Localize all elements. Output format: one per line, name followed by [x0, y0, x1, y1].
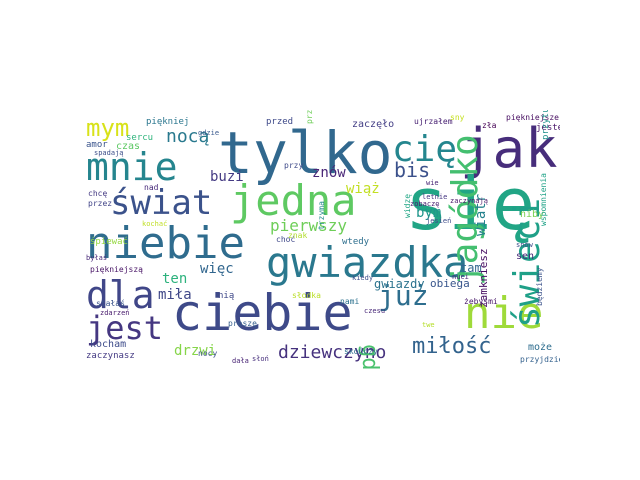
word: znak	[288, 231, 308, 240]
word: ten	[162, 271, 188, 287]
word: czesu	[364, 307, 386, 315]
word-cloud: tylko jak się ciebie niebie gwiazdka jed…	[80, 110, 560, 370]
word: drzwi	[174, 343, 217, 359]
word: byłaś	[86, 254, 108, 262]
word: jest	[86, 309, 164, 347]
word: jesteś	[536, 123, 560, 133]
word: słodka	[292, 291, 321, 300]
word: sen	[516, 251, 535, 262]
word: wtedy	[342, 237, 370, 247]
word: skończy	[344, 347, 378, 356]
word: przyjdzie	[520, 355, 560, 364]
word: mym	[86, 114, 130, 142]
word: stałaś	[96, 299, 125, 308]
word: nuci	[452, 273, 469, 281]
word: nami	[340, 297, 360, 306]
word: śpiewać	[90, 237, 128, 247]
word: nocy	[198, 349, 218, 358]
word: sercu	[126, 133, 154, 143]
word: będziemy	[535, 267, 544, 306]
word: niebie	[86, 218, 245, 269]
word: cię	[392, 129, 458, 170]
word: zaczynają	[450, 197, 488, 205]
word: proszę	[228, 319, 257, 328]
word: przeżyć	[305, 110, 314, 124]
word: tam	[460, 261, 482, 275]
word: nocą	[166, 126, 210, 147]
word: czas	[116, 141, 141, 152]
word: wspomnienia	[539, 173, 548, 226]
word: widzę	[403, 193, 412, 218]
word: przez	[88, 199, 113, 208]
word: świat	[110, 183, 213, 223]
word: miłość	[412, 334, 492, 359]
word: mnie	[86, 145, 178, 189]
word: nad	[144, 183, 159, 192]
word: się	[405, 162, 536, 246]
word: pierwszy	[270, 216, 348, 235]
word: sny	[450, 113, 465, 122]
word: przytul	[541, 110, 551, 140]
word: choć	[276, 235, 296, 244]
word: piękniej	[146, 117, 190, 127]
word: amor	[86, 140, 108, 150]
word: chcę	[88, 189, 108, 198]
word: zobaczę	[410, 200, 440, 208]
word: piękniejszą	[90, 265, 143, 274]
word: bis	[394, 158, 431, 182]
word: dla	[86, 273, 155, 317]
word: gwiazdka	[266, 238, 469, 287]
word: nią	[218, 291, 235, 301]
word: zdarzeń	[100, 309, 130, 317]
word: kochać	[142, 220, 168, 228]
word: kiedy	[352, 274, 374, 282]
word: przy	[284, 161, 304, 170]
word: twe	[422, 321, 435, 329]
word: snów	[516, 241, 533, 249]
word: gdzie	[198, 129, 220, 137]
word: trzyma	[317, 201, 326, 230]
word: dała	[232, 357, 249, 365]
word: ujrzałem	[414, 117, 453, 126]
word: tylko	[218, 119, 393, 187]
word: zła	[482, 121, 497, 130]
word: spadają	[94, 149, 124, 157]
word: znów	[312, 165, 346, 181]
word: jak	[460, 117, 558, 180]
word: gwiazdy	[374, 277, 425, 291]
word: miła	[158, 287, 192, 303]
word: żebyśmi	[464, 297, 498, 306]
word: nie	[464, 288, 544, 339]
word: obiega	[430, 277, 470, 290]
word: bym	[416, 205, 442, 221]
word: niby	[520, 209, 545, 220]
word: przed	[266, 117, 294, 127]
word: już	[378, 279, 429, 312]
word: wiąż	[346, 181, 380, 197]
word: wie	[426, 179, 439, 187]
word: więc	[200, 261, 234, 277]
word: dziewczyno	[278, 342, 387, 363]
word: kocham	[90, 339, 127, 350]
word: ciebie	[172, 284, 353, 342]
word: zaczęło	[352, 119, 395, 130]
word: piękniejsze	[506, 113, 559, 122]
word: letnie	[422, 193, 448, 201]
word: jesień	[426, 217, 452, 225]
word: zaczynasz	[86, 351, 135, 361]
word: słoń	[252, 355, 269, 363]
word: może	[528, 342, 553, 353]
word: jedna	[230, 176, 357, 225]
word: buzi	[210, 169, 244, 185]
